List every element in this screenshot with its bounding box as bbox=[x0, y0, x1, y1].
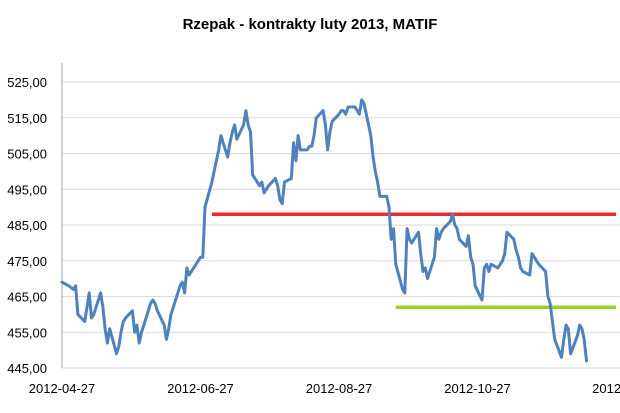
x-tick-label: 2012-08-27 bbox=[306, 381, 373, 396]
x-tick-label: 2012-10-27 bbox=[444, 381, 511, 396]
x-tick-label: 2012-06-27 bbox=[167, 381, 234, 396]
grid-lines bbox=[61, 63, 620, 369]
y-tick-label: 495,00 bbox=[7, 182, 47, 197]
x-tick-label: 2012-12 bbox=[592, 381, 620, 396]
reference-lines bbox=[211, 212, 616, 309]
y-tick-label: 485,00 bbox=[7, 218, 47, 233]
y-tick-label: 475,00 bbox=[7, 254, 47, 269]
y-tick-label: 505,00 bbox=[7, 147, 47, 162]
x-tick-label: 2012-04-27 bbox=[29, 381, 96, 396]
y-tick-label: 515,00 bbox=[7, 111, 47, 126]
y-tick-labels: 445,00 455,00 465,00 475,00 485,00 495,00 505,… bbox=[7, 75, 47, 376]
y-tick-label: 525,00 bbox=[7, 75, 47, 90]
y-tick-label: 455,00 bbox=[7, 325, 47, 340]
series-line-1 bbox=[60, 98, 588, 363]
chart-title: Rzepak - kontrakty luty 2013, MATIF bbox=[182, 16, 438, 33]
y-tick-label: 465,00 bbox=[7, 290, 47, 305]
series-layer bbox=[60, 98, 588, 363]
x-tick-labels: 2012-04-27 2012-06-27 2012-08-27 2012-10-27… bbox=[29, 381, 620, 396]
y-tick-label: 445,00 bbox=[7, 361, 47, 376]
